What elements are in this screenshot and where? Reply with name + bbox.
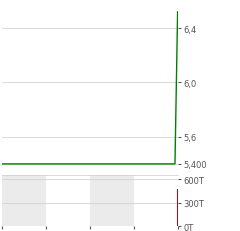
Bar <box>177 189 179 226</box>
Bar <box>90 176 133 226</box>
Bar <box>2 176 45 226</box>
